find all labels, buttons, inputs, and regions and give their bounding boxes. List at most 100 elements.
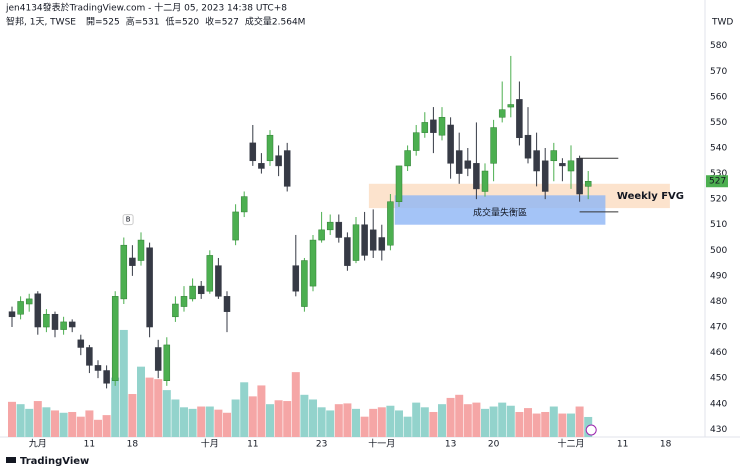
candle-body xyxy=(404,150,411,167)
volume-bar xyxy=(377,407,386,437)
x-tick-label: 13 xyxy=(445,440,456,450)
ohlc-text: 開=525 xyxy=(86,17,120,28)
volume-bar xyxy=(180,407,188,437)
volume-bar xyxy=(412,402,421,437)
candle-body xyxy=(455,150,463,174)
volume-bar xyxy=(403,416,412,437)
volume-bar xyxy=(506,405,515,437)
ohlc-text: 高=531 xyxy=(126,16,160,28)
candle-body xyxy=(326,221,334,231)
volume-bar xyxy=(541,411,550,437)
last-price-label: 527 xyxy=(709,177,726,187)
volume-bar xyxy=(128,394,137,437)
volume-bar xyxy=(463,404,472,437)
volume-bar xyxy=(33,401,42,437)
candle-body xyxy=(197,285,205,295)
candle-body xyxy=(490,127,497,164)
volume-bar xyxy=(455,394,464,437)
volume-bar xyxy=(59,412,68,437)
candle-body xyxy=(524,134,532,159)
candle-body xyxy=(344,237,351,266)
volume-bar xyxy=(532,413,541,437)
volume-bar xyxy=(240,382,249,437)
candle-body xyxy=(223,296,231,312)
ohlc-text: 低=520 xyxy=(165,16,199,28)
volume-bar xyxy=(481,408,489,437)
alert-icon xyxy=(585,424,597,436)
volume-bar xyxy=(326,410,335,437)
volume-bar xyxy=(317,407,326,437)
candle-body xyxy=(94,365,102,371)
candle-body xyxy=(430,119,437,133)
volume-bar xyxy=(438,404,446,437)
y-tick-label: 480 xyxy=(710,297,727,307)
y-tick-label: 530 xyxy=(710,169,727,179)
y-tick-label: 570 xyxy=(710,67,727,77)
volume-bar xyxy=(291,372,300,437)
candle-body xyxy=(60,321,67,330)
volume-bar xyxy=(343,403,352,437)
candle-body xyxy=(34,293,42,328)
candle-body xyxy=(146,247,153,328)
volume-bar xyxy=(360,416,369,437)
symbol: 智邦, 1天, TWSE xyxy=(6,16,76,28)
candle-body xyxy=(240,196,248,213)
candle-body xyxy=(541,160,549,192)
volume-bar xyxy=(214,409,223,437)
volume-text: 成交量2.564M xyxy=(245,16,306,28)
candle-body xyxy=(567,160,575,172)
candle-body xyxy=(498,109,506,118)
last-price-box xyxy=(706,175,728,188)
candle-body xyxy=(17,301,24,315)
candle-body xyxy=(438,117,446,136)
candle-body xyxy=(266,134,274,162)
volume-bar xyxy=(369,408,378,437)
footer-logo: TradingView xyxy=(20,456,89,467)
volume-bar xyxy=(102,415,111,437)
volume-bar xyxy=(25,408,34,437)
signal-badge xyxy=(122,214,134,226)
volume-bar xyxy=(197,406,206,437)
candle-body xyxy=(51,313,59,330)
candle-body xyxy=(275,155,282,167)
candle-body xyxy=(189,285,196,300)
candle-body xyxy=(559,163,566,167)
candle-body xyxy=(447,124,454,164)
candle-body xyxy=(180,296,188,307)
volume-bar xyxy=(558,413,567,437)
currency: TWD xyxy=(711,18,733,28)
volume-bar xyxy=(395,410,403,437)
candle-body xyxy=(335,221,343,238)
x-tick-label: 九月 xyxy=(29,439,47,450)
candle-body xyxy=(8,311,16,318)
x-tick-label: 18 xyxy=(660,440,672,450)
zone-label: Weekly FVG xyxy=(617,191,684,202)
candle-body xyxy=(68,321,76,328)
volume-bar xyxy=(274,400,283,437)
x-tick-label: 23 xyxy=(316,440,327,450)
candle-body xyxy=(292,265,300,292)
candle-body xyxy=(215,265,222,297)
candle-body xyxy=(86,347,93,366)
y-tick-label: 450 xyxy=(710,374,727,384)
volume-bar xyxy=(429,411,438,437)
y-tick-label: 560 xyxy=(710,92,727,102)
volume-bar xyxy=(76,416,85,437)
y-tick-label: 580 xyxy=(710,41,727,51)
volume-bar xyxy=(309,399,317,437)
volume-bar xyxy=(472,402,481,437)
volume-bar xyxy=(386,405,395,437)
volume-bar xyxy=(188,408,197,437)
candle-body xyxy=(103,370,110,384)
candle-body xyxy=(533,150,540,172)
x-tick-label: 11 xyxy=(84,440,95,450)
candle-body xyxy=(464,160,472,169)
candle-body xyxy=(352,224,360,261)
x-tick-label: 11 xyxy=(247,440,258,450)
candle-body xyxy=(154,347,162,371)
volume-bar xyxy=(248,396,257,437)
volume-bar xyxy=(515,411,524,437)
volume-bar xyxy=(575,406,584,437)
y-tick-label: 460 xyxy=(710,348,727,358)
